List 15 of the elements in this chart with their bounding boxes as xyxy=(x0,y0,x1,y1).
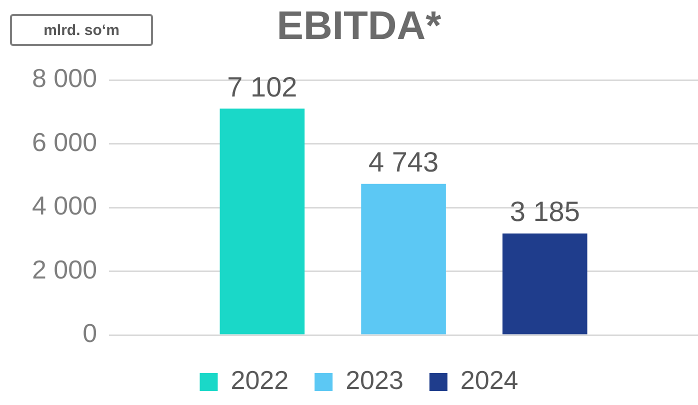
legend-label: 2022 xyxy=(230,365,289,396)
bar xyxy=(361,184,446,334)
y-tick-label: 8 000 xyxy=(32,63,98,94)
bar xyxy=(502,233,588,334)
legend-label: 2023 xyxy=(346,365,404,396)
data-label: 3 185 xyxy=(510,196,580,228)
y-tick-label: 0 xyxy=(82,318,98,348)
legend-label: 2024 xyxy=(460,365,518,396)
chart-title: EBITDA* xyxy=(276,4,442,48)
data-label: 4 743 xyxy=(368,146,439,178)
bar xyxy=(220,108,305,334)
data-label: 7 102 xyxy=(227,71,298,102)
y-tick-label: 2 000 xyxy=(32,254,98,284)
y-tick-label: 4 000 xyxy=(32,190,98,221)
y-tick-label: 6 000 xyxy=(32,126,98,157)
